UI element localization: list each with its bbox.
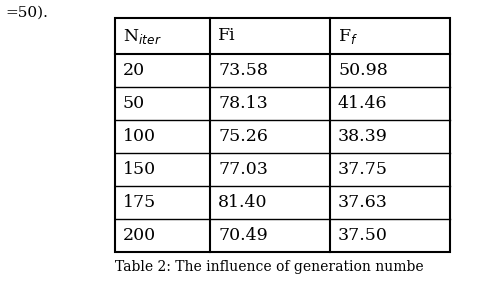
Bar — [115, 18, 450, 252]
Text: 100: 100 — [123, 128, 156, 145]
Text: N$_{iter}$: N$_{iter}$ — [123, 26, 161, 46]
Text: 78.13: 78.13 — [218, 95, 268, 112]
Text: 50.98: 50.98 — [338, 62, 388, 79]
Text: F$_f$: F$_f$ — [338, 26, 358, 46]
Text: =50).: =50). — [5, 6, 48, 20]
Text: 20: 20 — [123, 62, 145, 79]
Text: 75.26: 75.26 — [218, 128, 268, 145]
Text: 38.39: 38.39 — [338, 128, 388, 145]
Text: Table 2: The influence of generation numbe: Table 2: The influence of generation num… — [115, 260, 424, 274]
Text: 150: 150 — [123, 161, 156, 178]
Text: 175: 175 — [123, 194, 156, 211]
Text: 50: 50 — [123, 95, 145, 112]
Text: 77.03: 77.03 — [218, 161, 268, 178]
Text: 73.58: 73.58 — [218, 62, 268, 79]
Text: 70.49: 70.49 — [218, 227, 268, 244]
Text: 37.50: 37.50 — [338, 227, 388, 244]
Text: 37.63: 37.63 — [338, 194, 388, 211]
Text: 81.40: 81.40 — [218, 194, 268, 211]
Text: 200: 200 — [123, 227, 156, 244]
Text: 41.46: 41.46 — [338, 95, 388, 112]
Text: Fi: Fi — [218, 28, 236, 44]
Text: 37.75: 37.75 — [338, 161, 388, 178]
